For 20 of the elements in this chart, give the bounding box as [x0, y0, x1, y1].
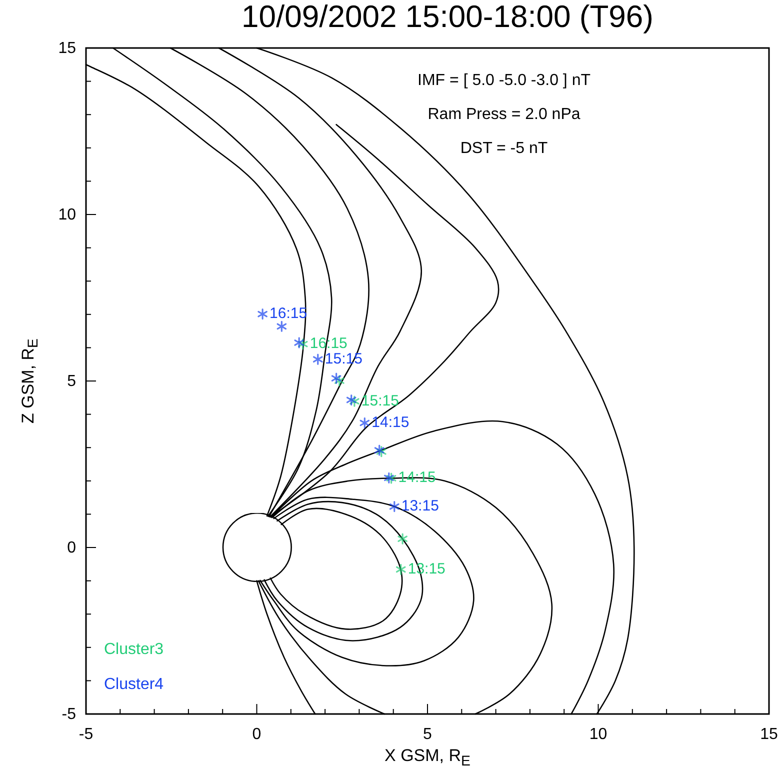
- annotation: 13:15: [401, 498, 439, 515]
- x-tick-label: -5: [78, 726, 94, 743]
- x-tick-label: 0: [252, 726, 262, 743]
- text: Cluster3: [104, 641, 164, 658]
- y-tick-label: 5: [67, 373, 76, 390]
- y-tick-label: 15: [58, 40, 76, 57]
- chart-title: 10/09/2002 15:00-18:00 (T96): [242, 0, 654, 34]
- y-tick-label: 0: [67, 540, 76, 556]
- x-axis-title: X GSM, R$_{E}$: [384, 746, 472, 770]
- text: Cluster4: [104, 676, 164, 693]
- annotation: 15:15: [361, 392, 399, 410]
- annotation: Ram Press = 2.0 nPa: [428, 106, 580, 123]
- x-tick-label: 10: [589, 726, 608, 743]
- annotation: IMF = [ 5.0 -5.0 -3.0 ] nT: [418, 72, 591, 89]
- y-tick-label: -5: [62, 706, 76, 723]
- y-tick-label: 10: [58, 206, 76, 224]
- x-tick-label: 15: [760, 726, 778, 743]
- annotation: 14:15: [372, 414, 410, 431]
- annotation: DST = -5 nT: [460, 140, 548, 157]
- x-tick-label: 5: [423, 726, 432, 743]
